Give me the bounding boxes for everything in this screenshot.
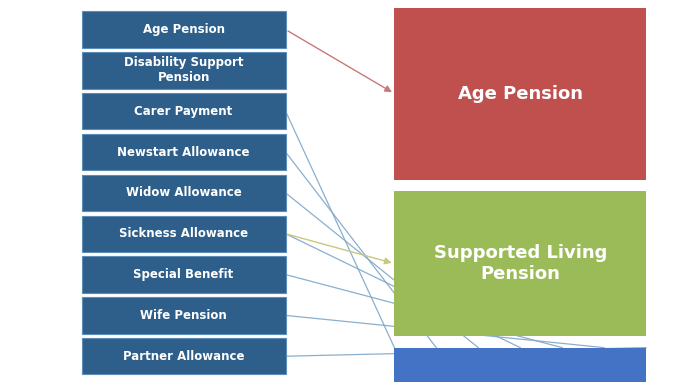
Text: Age Pension: Age Pension — [458, 84, 583, 103]
Text: Partner Allowance: Partner Allowance — [123, 350, 244, 363]
Bar — [82, 215, 286, 252]
Text: Age Pension: Age Pension — [143, 23, 224, 36]
Bar — [394, 8, 646, 180]
Text: Special Benefit: Special Benefit — [133, 268, 234, 281]
Bar — [82, 52, 286, 89]
Bar — [82, 93, 286, 129]
Bar — [82, 256, 286, 293]
Bar — [82, 134, 286, 170]
Bar — [82, 11, 286, 48]
Text: Disability Support
Pension: Disability Support Pension — [124, 57, 243, 84]
Bar — [82, 297, 286, 333]
Text: Supported Living
Pension: Supported Living Pension — [434, 244, 607, 283]
Text: Sickness Allowance: Sickness Allowance — [119, 227, 248, 240]
Bar — [82, 175, 286, 211]
Bar — [394, 191, 646, 336]
Text: Wife Pension: Wife Pension — [140, 309, 227, 322]
Text: Newstart Allowance: Newstart Allowance — [118, 146, 250, 159]
Text: Widow Allowance: Widow Allowance — [126, 186, 241, 199]
Text: Carer Payment: Carer Payment — [135, 105, 233, 118]
Bar — [82, 338, 286, 374]
Bar — [394, 348, 646, 382]
